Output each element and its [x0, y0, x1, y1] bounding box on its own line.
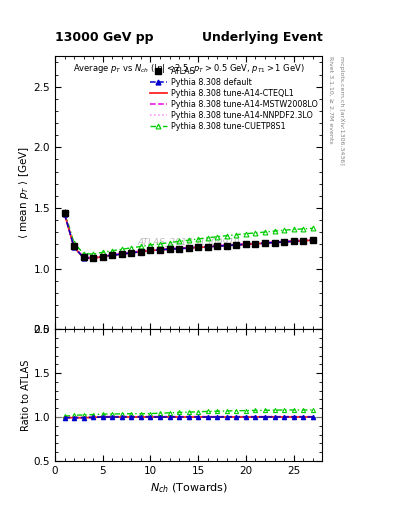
Y-axis label: Ratio to ATLAS: Ratio to ATLAS [21, 359, 31, 431]
Text: mcplots.cern.ch [arXiv:1306.3436]: mcplots.cern.ch [arXiv:1306.3436] [339, 56, 344, 165]
Text: Rivet 3.1.10, ≥ 2.7M events: Rivet 3.1.10, ≥ 2.7M events [329, 56, 334, 144]
X-axis label: $N_{ch}$ (Towards): $N_{ch}$ (Towards) [150, 481, 228, 495]
Text: Average $p_T$ vs $N_{ch}$ ($|\eta| < 2.5$, $p_T > 0.5$ GeV, $p_{T1} > 1$ GeV): Average $p_T$ vs $N_{ch}$ ($|\eta| < 2.5… [73, 62, 305, 75]
Y-axis label: $\langle$ mean $p_T$ $\rangle$ [GeV]: $\langle$ mean $p_T$ $\rangle$ [GeV] [17, 146, 31, 239]
Text: Underlying Event: Underlying Event [202, 31, 322, 44]
Text: ATLAS_2017_I1509919: ATLAS_2017_I1509919 [137, 238, 240, 246]
Legend: ATLAS, Pythia 8.308 default, Pythia 8.308 tune-A14-CTEQL1, Pythia 8.308 tune-A14: ATLAS, Pythia 8.308 default, Pythia 8.30… [149, 66, 318, 132]
Text: 13000 GeV pp: 13000 GeV pp [55, 31, 154, 44]
